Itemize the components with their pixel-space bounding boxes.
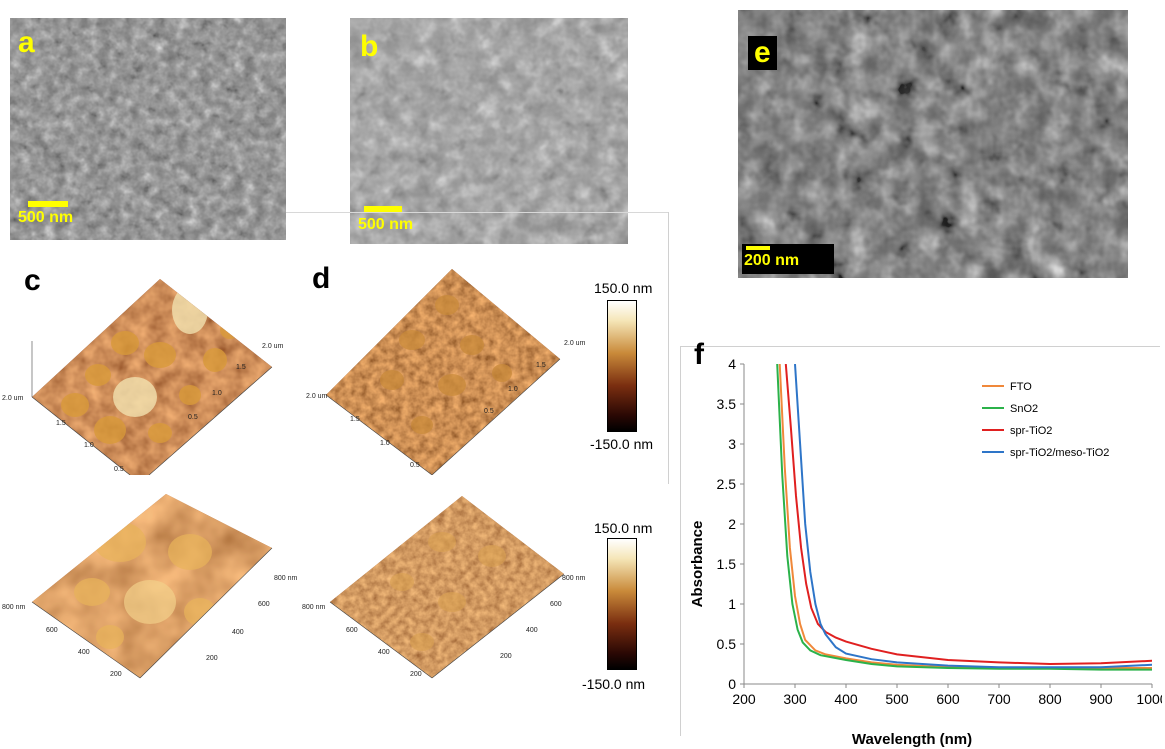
- scale-bar-a: [28, 201, 68, 207]
- afm-3d-d-top: 2.0 um 1.5 1.0 0.5 2.0 um 1.5 1.0 0.5: [306, 269, 586, 475]
- legend-label-2: spr-TiO2: [1010, 425, 1052, 437]
- afm-c-top-axis-left-0: 2.0 um: [2, 395, 24, 402]
- afm-c-top-axis-left-1: 1.5: [56, 420, 66, 427]
- afm-d-bottom-axis-left-2: 400: [378, 649, 390, 656]
- afm-d-bottom-axis-left-1: 600: [346, 627, 358, 634]
- afm-d-top-axis-left-0: 2.0 um: [306, 393, 328, 400]
- afm-c-top-axis-left-3: 0.5: [114, 466, 124, 473]
- chart-x-tick-label: 400: [834, 691, 858, 707]
- afm-c-top-axis-left-2: 1.0: [84, 442, 94, 449]
- afm-c-bottom-axis-left-3: 200: [110, 671, 122, 678]
- sem-image-e: [738, 10, 1128, 278]
- colorbar-2-bottom-label: -150.0 nm: [582, 676, 646, 692]
- chart-x-tick-label: 300: [783, 691, 807, 707]
- chart-y-tick-label: 2.5: [717, 476, 737, 492]
- afm-d-top-axis-right-3: 0.5: [484, 408, 494, 415]
- legend-label-0: FTO: [1010, 381, 1032, 393]
- afm-c-bottom-axis-right-1: 600: [258, 601, 270, 608]
- afm-d-bottom-axis-right-0: 800 nm: [562, 575, 586, 582]
- chart-x-tick-label: 600: [936, 691, 960, 707]
- afm-3d-c-bottom: 800 nm 600 400 200 800 nm 600 400 200: [2, 494, 298, 679]
- afm-d-bottom-axis-right-2: 400: [526, 627, 538, 634]
- chart-xlabel: Wavelength (nm): [852, 731, 972, 748]
- panel-label-e: e: [748, 36, 777, 70]
- afm-d-bottom-axis-right-1: 600: [550, 601, 562, 608]
- afm-c-bottom-axis-left-2: 400: [78, 649, 90, 656]
- afm-frame-top: [286, 212, 668, 213]
- chart-series-line-2: [784, 364, 1152, 666]
- afm-c-bottom-axis-right-0: 800 nm: [274, 575, 298, 582]
- chart-lines: [776, 364, 1152, 671]
- panel-label-c: c: [24, 264, 41, 297]
- panel-label-a: a: [18, 26, 35, 59]
- chart-f-frame-left: [680, 346, 681, 736]
- legend-label-3: spr-TiO2/meso-TiO2: [1010, 447, 1109, 459]
- chart-x-tick-label: 700: [987, 691, 1011, 707]
- sem-panel-e: e 200 nm: [738, 10, 1128, 278]
- chart-x-tick-label: 500: [885, 691, 909, 707]
- chart-y-tick-label: 3.5: [717, 396, 737, 412]
- sem-panel-a: a 500 nm: [10, 18, 286, 240]
- afm-c-top-axis-right-2: 1.0: [212, 390, 222, 397]
- afm-c-top-axis-right-0: 2.0 um: [262, 343, 284, 350]
- colorbar-1-bottom-label: -150.0 nm: [590, 436, 654, 452]
- chart-series-line-0: [778, 364, 1152, 669]
- chart-y-tick-label: 0: [728, 676, 736, 692]
- afm-d-top-axis-right-1: 1.5: [536, 362, 546, 369]
- afm-c-bottom-axis-right-3: 200: [206, 655, 218, 662]
- afm-c-top-axis-right-1: 1.5: [236, 364, 246, 371]
- legend-label-1: SnO2: [1010, 403, 1038, 415]
- afm-c-bottom-axis-right-2: 400: [232, 629, 244, 636]
- chart-y-tick-label: 1: [728, 596, 736, 612]
- afm-frame: [668, 212, 669, 484]
- afm-d-top-axis-left-3: 0.5: [410, 462, 420, 469]
- afm-c-bottom-axis-left-1: 600: [46, 627, 58, 634]
- sem-panel-b: b 500 nm: [350, 18, 628, 244]
- afm-d-top-axis-right-0: 2.0 um: [564, 340, 586, 347]
- chart-y-tick-label: 3: [728, 436, 736, 452]
- afm-3d-d-bottom: 800 nm 600 400 200 800 nm 600 400 200: [302, 496, 586, 679]
- chart-ylabel: Absorbance: [689, 521, 706, 608]
- colorbar-1-top-label: 150.0 nm: [594, 280, 653, 296]
- panel-label-f: f: [694, 338, 704, 371]
- chart-legend: FTO SnO2 spr-TiO2 spr-TiO2/meso-TiO2: [982, 381, 1109, 459]
- afm-c-top-axis-right-3: 0.5: [188, 414, 198, 421]
- panel-label-d: d: [312, 262, 331, 295]
- afm-c-bottom-axis-left-0: 800 nm: [2, 604, 26, 611]
- colorbar-2: [607, 538, 637, 670]
- afm-d-bottom-axis-left-3: 200: [410, 671, 422, 678]
- chart-y-tick-label: 0.5: [717, 636, 737, 652]
- afm-d-bottom-axis-left-0: 800 nm: [302, 604, 326, 611]
- chart-x-tick-label: 200: [732, 691, 756, 707]
- afm-d-top-axis-left-2: 1.0: [380, 440, 390, 447]
- afm-3d-c-top: 2.0 um 1.5 1.0 0.5 2.0 um 1.5 1.0 0.5: [2, 279, 284, 475]
- chart-y-tick-label: 2: [728, 516, 736, 532]
- chart-f-frame: [680, 346, 1160, 347]
- chart-x-tick-label: 800: [1038, 691, 1062, 707]
- afm-d-bottom-axis-right-3: 200: [500, 653, 512, 660]
- chart-y-tick-label: 1.5: [717, 556, 737, 572]
- scale-bar-label-a: 500 nm: [18, 209, 74, 226]
- chart-series-line-3: [794, 364, 1152, 669]
- scale-bar-label-e: 200 nm: [744, 252, 800, 269]
- afm-d-top-axis-right-2: 1.0: [508, 386, 518, 393]
- colorbar-1: [607, 300, 637, 432]
- scale-bar-e: [746, 246, 770, 250]
- chart-y-tick-label: 4: [728, 356, 736, 372]
- scale-bar-b: [364, 206, 402, 212]
- afm-d-top-axis-left-1: 1.5: [350, 416, 360, 423]
- colorbar-2-top-label: 150.0 nm: [594, 520, 653, 536]
- chart-series-line-1: [776, 364, 1152, 671]
- chart-x-tick-label: 900: [1089, 691, 1113, 707]
- panel-label-b: b: [360, 30, 379, 63]
- scale-bar-label-b: 500 nm: [358, 216, 414, 233]
